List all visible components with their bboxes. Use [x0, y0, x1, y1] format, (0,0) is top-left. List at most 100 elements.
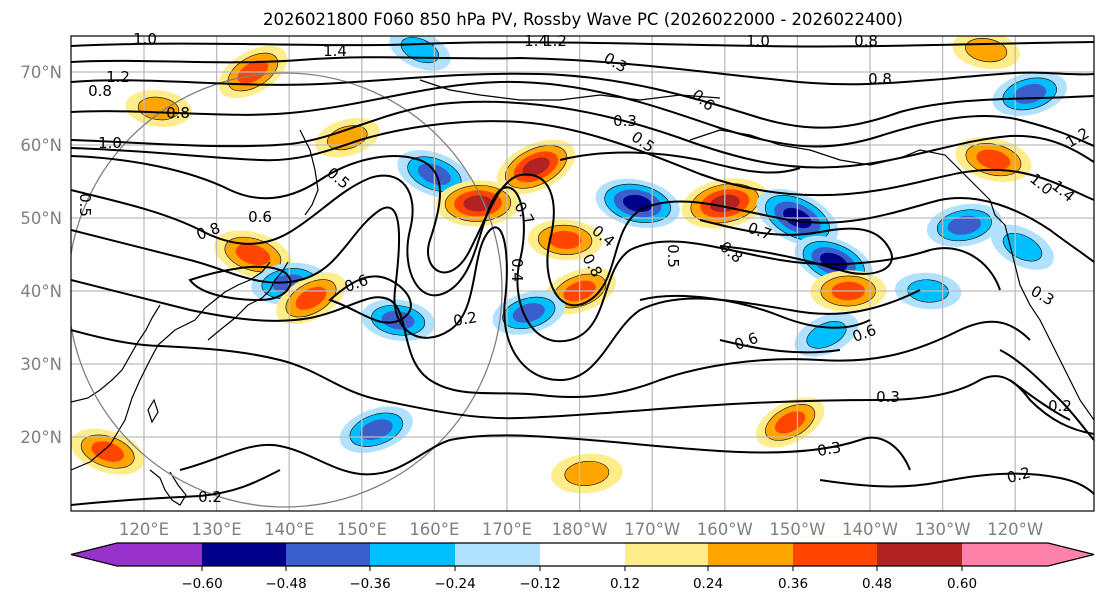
contour-label: 0.8	[88, 82, 112, 100]
colorbar-tick-label: −0.48	[265, 576, 306, 592]
pv-anomaly	[755, 397, 825, 448]
colorbar-segment	[202, 543, 287, 566]
y-tick-label: 30°N	[20, 355, 62, 374]
pv-contours	[71, 41, 1094, 506]
coastline-arctic	[419, 79, 721, 101]
colorbar-segment	[455, 543, 541, 566]
anomaly-level-fill	[295, 286, 327, 310]
y-tick-label: 40°N	[20, 282, 62, 301]
contour-label: 0.2	[452, 308, 479, 330]
pv-anomaly	[314, 117, 380, 158]
colorbar-segment	[540, 543, 626, 566]
anomaly-level-fill	[91, 441, 125, 462]
contour-line	[71, 469, 1094, 506]
x-tick-label: 140°E	[264, 520, 314, 539]
colorbar-segment	[286, 543, 371, 566]
contour-line	[71, 56, 1094, 86]
contour-line	[71, 155, 1094, 307]
contour-line	[639, 295, 871, 354]
contour-line	[188, 265, 292, 302]
contour-label: 0.8	[854, 32, 878, 50]
contour-label: 0.8	[868, 70, 892, 88]
contour-line	[71, 174, 1001, 343]
anomaly-level-fill	[564, 460, 610, 487]
coastline-philippines	[149, 469, 187, 506]
contour-label: 0.3	[816, 438, 843, 460]
contour-label: 0.6	[248, 208, 272, 226]
colorbar-tick-label: −0.24	[434, 576, 475, 592]
x-tick-label: 130°W	[915, 520, 971, 539]
colorbar-tick-label: 0.24	[693, 576, 723, 592]
coastline-north-america-west	[989, 199, 1094, 421]
chart-title: 2026021800 F060 850 hPa PV, Rossby Wave …	[263, 10, 903, 29]
colorbar-tick-label: 0.60	[947, 576, 977, 592]
contour-label: 1.2	[106, 68, 130, 86]
contour-label: 0.5	[76, 193, 94, 217]
y-axis-tick-labels: 70°N 60°N 50°N 40°N 30°N 20°N	[20, 63, 62, 447]
contour-label: 1.4	[323, 42, 347, 60]
contour-label: 0.8	[166, 104, 190, 122]
pv-anomaly	[71, 428, 145, 475]
colorbar-extend-max	[1048, 543, 1094, 566]
colorbar-tick-label: −0.36	[349, 576, 390, 592]
contour-label: 0.3	[876, 388, 900, 406]
colorbar-segment	[793, 543, 878, 566]
x-tick-label: 140°W	[842, 520, 898, 539]
anomaly-level-fill	[235, 243, 271, 266]
colorbar-segment	[625, 543, 709, 566]
colorbar-segment	[370, 543, 456, 566]
contour-line	[71, 80, 1094, 148]
x-tick-label: 170°W	[624, 520, 680, 539]
x-tick-label: 130°E	[192, 520, 242, 539]
anomaly-level-fill	[548, 230, 582, 249]
x-tick-label: 160°E	[409, 520, 459, 539]
anomaly-level-fill	[360, 419, 393, 441]
colorbar-tick-label: −0.12	[519, 576, 560, 592]
x-tick-label: 120°W	[987, 520, 1043, 539]
x-axis-tick-labels: 120°E 130°E 140°E 150°E 160°E 170°E 180°W 170°W…	[119, 520, 1043, 539]
anomaly-level-fill	[947, 215, 982, 235]
colorbar-outline	[70, 542, 1095, 567]
anomaly-level-fill	[976, 149, 1011, 170]
colorbar-segment	[708, 543, 794, 566]
colorbar-tick-label: −0.60	[181, 576, 222, 592]
x-tick-label: 170°E	[482, 520, 532, 539]
coastline-asia	[71, 261, 271, 471]
contour-label: 0.2	[1048, 397, 1072, 415]
pv-anomaly	[595, 178, 680, 228]
anomaly-level-fill	[522, 157, 550, 177]
map-frame	[70, 35, 1095, 512]
y-tick-label: 60°N	[20, 136, 62, 155]
y-tick-label: 50°N	[20, 209, 62, 228]
contour-label: 1.0	[98, 134, 122, 152]
x-tick-label: 160°W	[697, 520, 753, 539]
x-tick-label: 120°E	[119, 520, 169, 539]
contour-label: 0.3	[613, 112, 637, 130]
anomaly-level-fill	[327, 125, 368, 151]
colorbar-tick-label: 0.36	[778, 576, 808, 592]
distance-circle	[71, 72, 503, 508]
coastline-alaska	[689, 129, 991, 201]
colorbar-segment	[117, 543, 203, 566]
x-tick-label: 150°W	[769, 520, 825, 539]
contour-line	[999, 349, 1094, 441]
contour-label: 0.5	[664, 244, 682, 268]
contour-label: 0.4	[508, 258, 526, 282]
contour-label: 0.2	[198, 488, 222, 506]
contour-label: 1.2	[543, 32, 567, 50]
coastline-taiwan	[147, 398, 159, 424]
coastline-japan	[207, 261, 289, 341]
contour-line	[328, 275, 412, 324]
contour-line	[71, 100, 1094, 169]
contour-line	[699, 219, 893, 275]
contour-line	[71, 329, 1094, 435]
contour-line	[559, 151, 801, 174]
colorbar-tick-label: 0.12	[610, 576, 640, 592]
contour-label: 0.2	[1005, 463, 1033, 487]
coastline-kamchatka	[299, 129, 319, 216]
contour-line	[71, 279, 1031, 399]
x-tick-label: 180°W	[552, 520, 608, 539]
pv-anomaly	[125, 90, 192, 127]
contour-label: 1.0	[746, 32, 770, 50]
